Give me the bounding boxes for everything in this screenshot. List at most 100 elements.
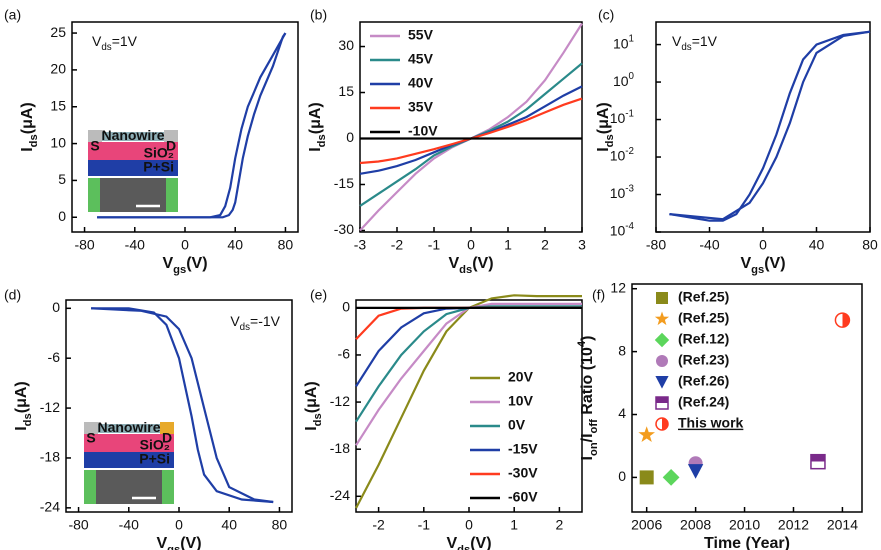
y-tick-label: 12 [610, 279, 626, 295]
tick-exponent: -3 [625, 184, 634, 195]
annotation: Vds=-1V [230, 313, 280, 333]
panel-label: (a) [4, 7, 21, 23]
y-axis-label: Ids(μA) [13, 381, 34, 431]
text-part: (V) [470, 535, 491, 550]
x-tick-label: 0 [759, 237, 767, 253]
marker [655, 417, 669, 431]
data-line [97, 32, 287, 219]
marker [656, 355, 668, 367]
legend-label: 10V [508, 393, 534, 409]
marker [810, 453, 826, 470]
legend-label: -10V [408, 123, 438, 139]
inset-label: P+Si [143, 159, 174, 175]
x-tick-label: 2012 [778, 517, 809, 533]
y-tick-label: -18 [40, 449, 60, 465]
text-part: V [740, 255, 751, 272]
text-part: ds [22, 413, 34, 426]
panel-label: (f) [592, 287, 605, 303]
x-tick-label: 2006 [631, 517, 662, 533]
oxide-layer [88, 142, 178, 160]
channel-layer [100, 132, 166, 141]
x-tick-label: 0 [181, 237, 189, 253]
data-line [359, 85, 583, 175]
inset-label: Nanowire [101, 127, 164, 143]
text-part: (μA) [595, 102, 612, 134]
y-axis-label: Ids(μA) [307, 102, 328, 152]
x-tick-label: 2010 [729, 517, 760, 533]
x-tick-label: 80 [862, 237, 878, 253]
y-tick-label: -6 [338, 346, 351, 362]
x-tick-label: 2 [541, 237, 549, 253]
x-tick-label: 3 [578, 237, 586, 253]
text-part: I [579, 456, 596, 460]
text-part: I [19, 147, 36, 151]
panel-label: (b) [310, 7, 327, 23]
y-tick-label: 20 [50, 61, 66, 77]
text-part: V [672, 33, 682, 49]
x-tick-label: -2 [372, 517, 385, 533]
channel-layer [96, 424, 162, 433]
marker [834, 312, 851, 328]
inset-label: D [166, 138, 176, 154]
text-part: gs [173, 264, 186, 276]
text-part: V [446, 535, 457, 550]
text-part: ds [240, 322, 250, 333]
y-tick-label: -18 [330, 440, 350, 456]
text-part: V [448, 255, 459, 272]
text-part: I [307, 147, 324, 151]
x-tick-label: -1 [418, 517, 431, 533]
text-part: ds [316, 134, 328, 147]
text-part: (μA) [19, 102, 36, 134]
text-part: gs [751, 264, 764, 276]
y-tick-label: 10 [50, 134, 66, 150]
x-tick-label: -1 [428, 237, 441, 253]
x-tick-label: 2008 [680, 517, 711, 533]
y-tick-label: 5 [58, 171, 66, 187]
marker [656, 292, 668, 304]
x-tick-label: -2 [391, 237, 404, 253]
data-line [359, 22, 583, 232]
text-part: gs [167, 544, 180, 550]
text-part: ds [28, 134, 40, 147]
y-tick-label: 25 [50, 24, 66, 40]
y-tick-label: -30 [334, 221, 354, 237]
y-tick-label: 15 [338, 83, 354, 99]
x-tick-label: -80 [68, 517, 88, 533]
text-part: (μA) [13, 381, 30, 413]
drain-contact [160, 422, 174, 434]
legend-label: (Ref.23) [678, 352, 729, 368]
legend-label: 40V [408, 75, 434, 91]
text-part: ) [579, 336, 596, 341]
y-tick-label: 0 [52, 299, 60, 315]
y-tick-label: 4 [618, 405, 626, 421]
legend-label: -15V [508, 441, 538, 457]
y-axis-label: Ids(μA) [19, 102, 40, 152]
marker [639, 470, 654, 485]
y-tick-label: 0 [342, 299, 350, 315]
text-part: =1V [112, 33, 138, 49]
y-tick-label: -15 [334, 175, 354, 191]
text-part: (V) [472, 255, 493, 272]
y-tick-label: 100 [613, 71, 635, 89]
text-part: =-1V [250, 313, 281, 329]
panel-label: (e) [310, 287, 327, 303]
marker [655, 396, 669, 410]
y-tick-label: 101 [613, 34, 634, 52]
data-line [355, 302, 582, 446]
data-line [97, 32, 287, 219]
legend-label: (Ref.24) [678, 394, 729, 410]
x-axis-label: Time (Year) [704, 535, 790, 550]
text-part: ds [459, 264, 472, 276]
marker [654, 311, 670, 326]
x-axis-label: Vgs(V) [156, 535, 201, 550]
legend-label: 0V [508, 417, 526, 433]
x-tick-label: -40 [119, 517, 139, 533]
text-part: I [595, 147, 612, 151]
x-axis-label: Vds(V) [446, 535, 491, 550]
text-part: I [13, 426, 30, 430]
plot-frame [655, 21, 871, 233]
legend-label: -60V [508, 489, 538, 505]
data-line [669, 30, 871, 221]
y-tick-label: 0 [618, 468, 626, 484]
